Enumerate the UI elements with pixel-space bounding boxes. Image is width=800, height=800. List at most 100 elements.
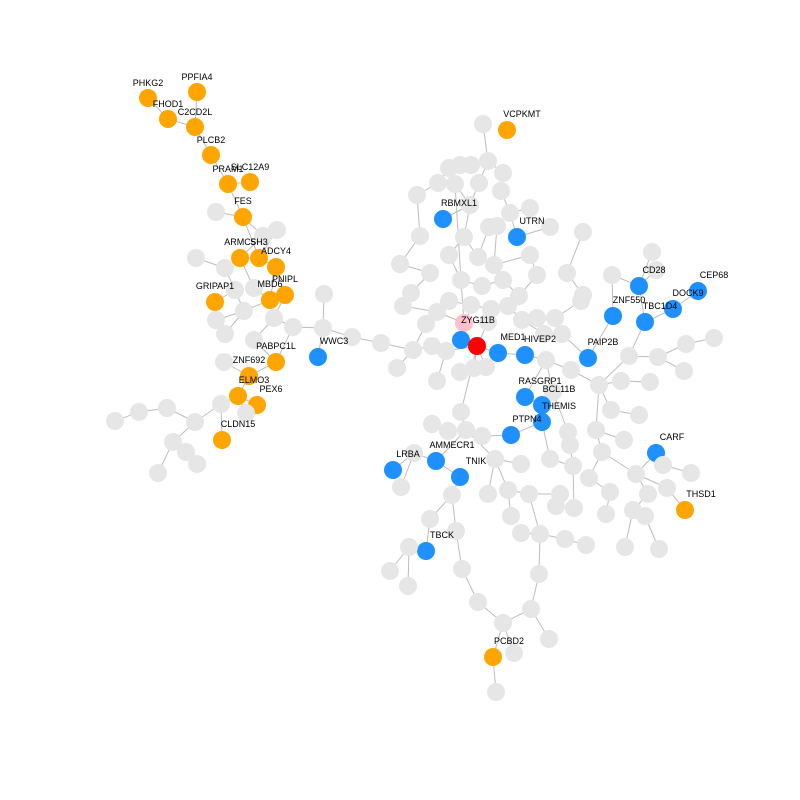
node-zyg_blue [452,331,470,349]
node-g_r11 [612,372,630,390]
node-g_r25 [627,465,645,483]
node-g_l1 [452,403,470,421]
node-g_r1 [643,243,661,261]
node-label-ppfia4: PPFIA4 [181,72,212,82]
node-g_l21 [512,524,530,542]
node-g_r13 [544,383,562,401]
node-med1 [489,344,507,362]
node-center [468,337,486,355]
node-label-armc5: ARMC5 [224,237,256,247]
node-label-thsd1: THSD1 [686,489,716,499]
node-g_c17 [455,228,473,246]
node-g_r8 [675,362,693,380]
node-g_r2 [647,261,665,279]
node-g_c20 [574,223,592,241]
node-g_c24 [521,246,539,264]
node-g_l30 [522,600,540,618]
node-label-cep68: CEP68 [700,270,729,280]
node-slc12a9 [241,173,259,191]
node-g_r24 [601,483,619,501]
node-plcb2 [202,146,220,164]
node-g_r14 [602,401,620,419]
node-g_r4 [620,347,638,365]
node-lrba [384,461,402,479]
node-g_r18 [615,431,633,449]
node-label-cldn15: CLDN15 [221,419,256,429]
node-tbc1d4 [636,313,654,331]
node-label-tnik: TNIK [466,456,487,466]
node-g_r22 [541,450,559,468]
node-g_c7 [429,174,447,192]
node-g_r5 [649,348,667,366]
node-g_c3 [494,164,512,182]
node-g_l7 [392,478,410,496]
node-label-tbc1d4: TBC1D4 [643,301,678,311]
node-g_r33 [650,540,668,558]
node-g_r17 [587,421,605,439]
node-g_br2 [404,341,422,359]
node-g_l26 [399,577,417,595]
node-g_c37 [510,287,528,305]
node-phkg2 [139,89,157,107]
node-g_g [226,281,244,299]
node-g_n [315,285,333,303]
node-g_r32 [597,505,615,523]
node-label-med1: MED1 [500,332,525,342]
node-g_l4 [423,415,441,433]
node-label-slc12a9: SLC12A9 [231,162,270,172]
node-label-znf550: ZNF550 [613,295,646,305]
node-g_c41 [428,303,446,321]
node-g_c26 [421,264,439,282]
node-label-rasgrp1: RASGRP1 [518,376,561,386]
node-g_c29 [494,271,512,289]
node-g_z [188,455,206,473]
node-cep68 [689,282,707,300]
node-g_c50 [553,325,571,343]
node-label-utrn: UTRN [520,216,545,226]
node-label-themis: THEMIS [542,401,576,411]
node-g_c13 [501,204,519,222]
edge-layer [114,91,715,693]
node-g_t [186,413,204,431]
node-g_l29 [469,593,487,611]
node-g_r15 [630,406,648,424]
node-g_c31 [558,264,576,282]
node-tbck [417,542,435,560]
node-g_c23 [485,256,503,274]
node-g_r27 [682,464,700,482]
node-g_c42 [479,313,497,331]
node-label-plcb2: PLCB2 [197,135,226,145]
node-label-tbck: TBCK [430,530,454,540]
node-g_c10 [470,174,488,192]
node-label-gripap1: GRIPAP1 [196,281,234,291]
node-zyg11b [455,314,473,332]
node-g_v [130,403,148,421]
node-g_m [284,318,302,336]
node-g_c52 [451,363,469,381]
node-ppfia4 [188,83,206,101]
node-g_c55 [428,372,446,390]
node-g_l8 [486,450,504,468]
node-g_c25 [391,255,409,273]
node-g_c40 [417,315,435,333]
node-wwc3 [309,348,327,366]
node-pabpc1l [267,353,285,371]
node-utrn [508,228,526,246]
node-pram1 [219,175,237,193]
node-label-c2cd2l: C2CD2L [178,107,213,117]
node-g_w [106,412,124,430]
node-g_br1 [372,334,390,352]
node-g_l32 [505,644,523,662]
node-g_c5 [462,156,480,174]
node-label-pex6: PEX6 [259,384,282,394]
node-g_p [343,328,361,346]
node-label-cd28: CD28 [642,265,665,275]
node-fes [234,208,252,226]
node-label-pcbd2: PCBD2 [494,636,524,646]
node-label-wwc3: WWC3 [320,336,349,346]
node-g_u [158,399,176,417]
node-g_c27 [452,271,470,289]
node-g_l19 [556,530,574,548]
node-adcy4 [267,258,285,276]
